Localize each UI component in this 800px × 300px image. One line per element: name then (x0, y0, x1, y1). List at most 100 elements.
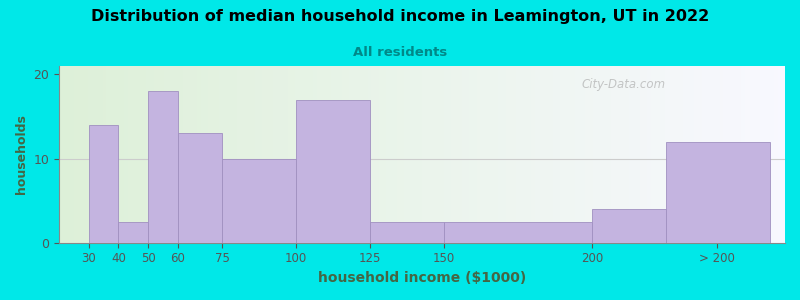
Bar (444, 66, 447, 243)
Bar (375, 66, 378, 243)
Bar (633, 66, 636, 243)
Bar (386, 66, 390, 243)
Bar (650, 66, 654, 243)
Bar (683, 66, 687, 243)
Bar (727, 66, 730, 243)
Bar (219, 66, 222, 243)
Bar (730, 66, 734, 243)
Bar (364, 66, 368, 243)
Bar (498, 66, 502, 243)
Bar (586, 66, 589, 243)
Bar (284, 66, 288, 243)
Bar (610, 66, 614, 243)
Y-axis label: households: households (15, 114, 28, 194)
Bar (248, 66, 251, 243)
Bar (636, 66, 640, 243)
Bar (662, 66, 666, 243)
Bar (89, 125, 118, 243)
Bar (154, 66, 157, 243)
Bar (179, 66, 182, 243)
Bar (447, 66, 451, 243)
Bar (110, 66, 114, 243)
Bar (121, 66, 125, 243)
Bar (676, 66, 680, 243)
Bar (603, 66, 607, 243)
Bar (215, 66, 219, 243)
Bar (705, 66, 709, 243)
Bar (161, 66, 165, 243)
Bar (470, 66, 473, 243)
Bar (484, 66, 487, 243)
Bar (258, 66, 262, 243)
Bar (487, 66, 491, 243)
Bar (418, 66, 422, 243)
Bar (298, 66, 302, 243)
Bar (295, 66, 298, 243)
Bar (782, 66, 785, 243)
Bar (473, 66, 477, 243)
Bar (422, 66, 426, 243)
Bar (132, 66, 135, 243)
Bar (148, 91, 178, 243)
Bar (593, 209, 666, 243)
Bar (770, 66, 774, 243)
Bar (197, 66, 201, 243)
Bar (415, 66, 418, 243)
Bar (338, 66, 342, 243)
Bar (567, 66, 571, 243)
Bar (222, 66, 226, 243)
Text: Distribution of median household income in Leamington, UT in 2022: Distribution of median household income … (91, 9, 709, 24)
Bar (360, 66, 364, 243)
Bar (509, 66, 513, 243)
Bar (346, 66, 350, 243)
Bar (321, 66, 324, 243)
Bar (165, 66, 168, 243)
Bar (244, 66, 248, 243)
Bar (222, 159, 296, 243)
Bar (506, 66, 509, 243)
Bar (331, 66, 335, 243)
Bar (335, 66, 338, 243)
Bar (600, 66, 603, 243)
Bar (59, 66, 62, 243)
Bar (430, 66, 433, 243)
Bar (168, 66, 172, 243)
Bar (353, 66, 357, 243)
Bar (324, 66, 328, 243)
Bar (241, 66, 244, 243)
Bar (66, 66, 70, 243)
Bar (549, 66, 553, 243)
Bar (752, 66, 756, 243)
Bar (404, 66, 407, 243)
Bar (125, 66, 128, 243)
Bar (371, 66, 375, 243)
Bar (440, 66, 444, 243)
Bar (208, 66, 211, 243)
Bar (571, 66, 574, 243)
Bar (680, 66, 683, 243)
Bar (556, 66, 560, 243)
Bar (226, 66, 230, 243)
Bar (517, 66, 520, 243)
Bar (393, 66, 397, 243)
Bar (578, 66, 582, 243)
Bar (702, 66, 705, 243)
Bar (763, 66, 767, 243)
Bar (378, 66, 382, 243)
Bar (146, 66, 150, 243)
Text: All residents: All residents (353, 46, 447, 59)
Bar (774, 66, 778, 243)
Bar (666, 142, 770, 243)
Bar (626, 66, 629, 243)
Bar (342, 66, 346, 243)
Bar (370, 222, 444, 243)
Bar (560, 66, 564, 243)
Bar (178, 133, 222, 243)
Bar (480, 66, 484, 243)
Bar (175, 66, 179, 243)
Bar (157, 66, 161, 243)
Bar (118, 66, 121, 243)
Bar (738, 66, 742, 243)
Bar (128, 66, 132, 243)
Bar (759, 66, 763, 243)
